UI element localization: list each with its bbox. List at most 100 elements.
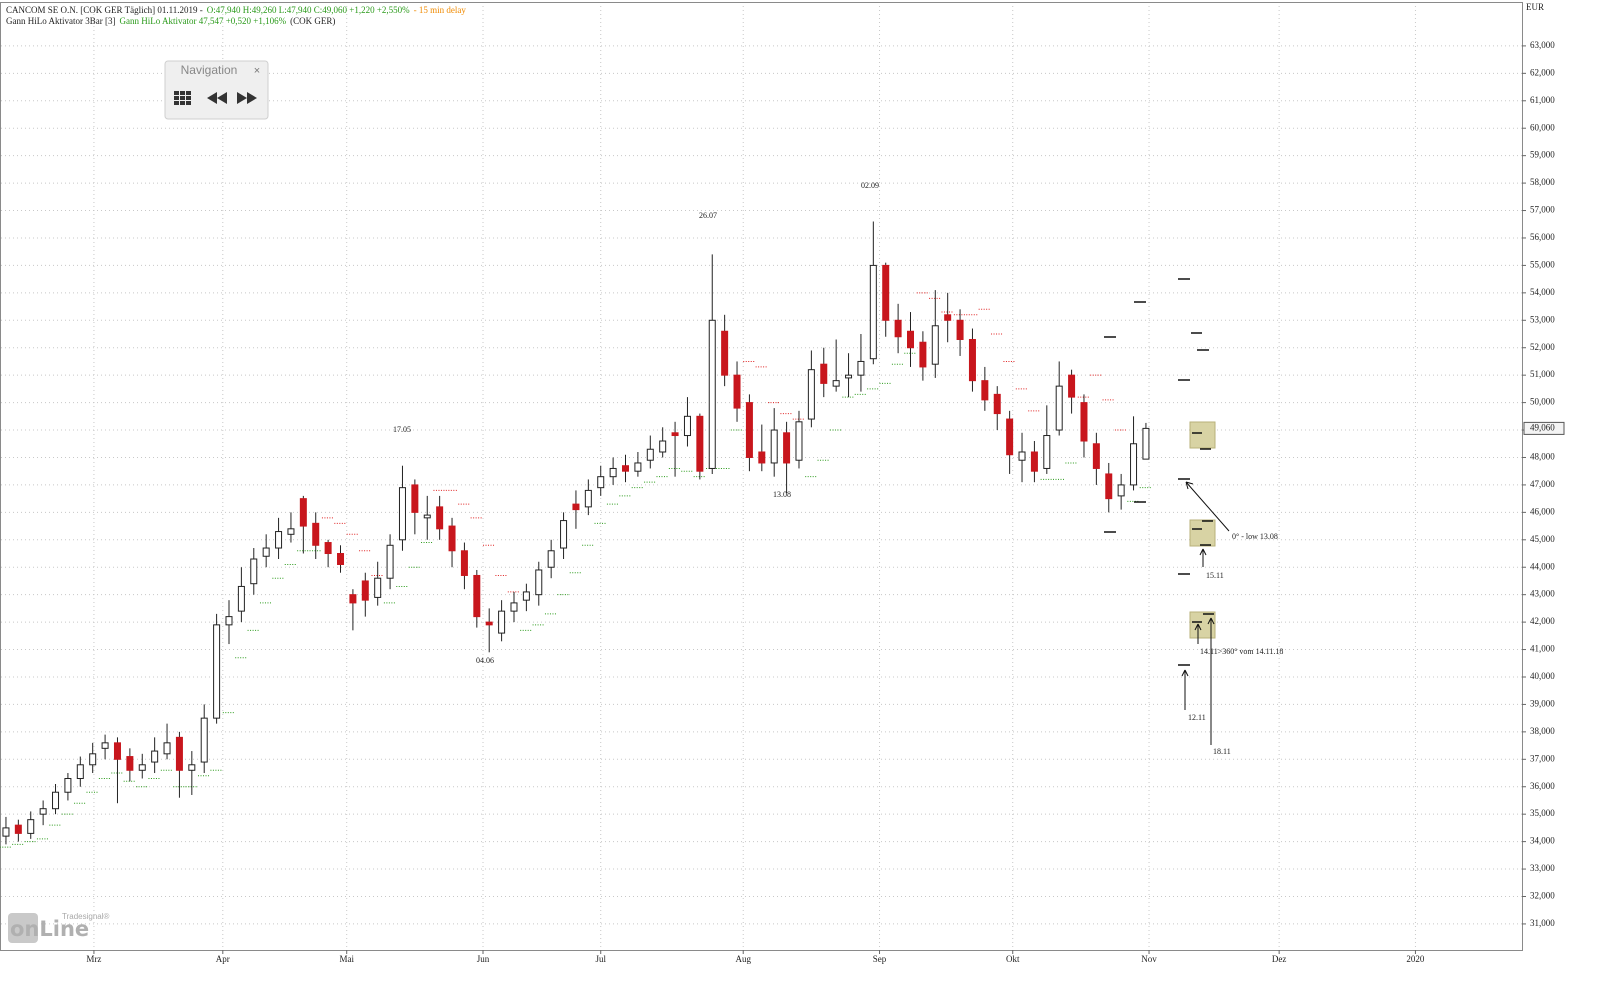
annotation: 17.05 bbox=[393, 425, 411, 434]
candle-body bbox=[89, 753, 97, 766]
candle-body bbox=[671, 432, 679, 437]
candle-body bbox=[287, 528, 295, 535]
y-tick-label: 39,000 bbox=[1530, 698, 1555, 708]
candle-body bbox=[423, 514, 431, 519]
candle-body bbox=[436, 506, 444, 530]
candle-body bbox=[584, 489, 592, 508]
candle-body bbox=[76, 764, 84, 780]
grid-button[interactable] bbox=[174, 91, 191, 105]
candle-body bbox=[944, 314, 952, 321]
candle-body bbox=[448, 525, 456, 552]
candle-body bbox=[349, 594, 357, 604]
y-tick-label: 59,000 bbox=[1530, 150, 1555, 160]
candle-body bbox=[374, 577, 382, 598]
candle-body bbox=[14, 824, 22, 834]
y-tick-label: 33,000 bbox=[1530, 863, 1555, 873]
candle-body bbox=[113, 742, 121, 760]
navigation-panel: Navigation × bbox=[164, 60, 269, 120]
candle-body bbox=[151, 750, 159, 763]
logo-product: onLine bbox=[10, 917, 89, 941]
candle-body bbox=[907, 330, 915, 349]
candle-body bbox=[882, 264, 890, 321]
y-tick-label: 63,000 bbox=[1530, 40, 1555, 50]
y-tick-label: 61,000 bbox=[1530, 95, 1555, 105]
annotation: 14.11>360° vom 14.11.18 bbox=[1200, 647, 1283, 656]
candle-body bbox=[572, 503, 580, 511]
y-tick-label: 40,000 bbox=[1530, 671, 1555, 681]
y-tick-label: 32,000 bbox=[1530, 891, 1555, 901]
delay: - 15 min delay bbox=[414, 5, 467, 15]
candle-body bbox=[721, 330, 729, 376]
annotation: 02.09 bbox=[861, 181, 879, 190]
candle-body bbox=[2, 827, 10, 837]
navigation-title: Navigation bbox=[181, 63, 238, 77]
annotation: 26.07 bbox=[699, 211, 717, 220]
candle-body bbox=[200, 717, 208, 763]
annotation: 18.11 bbox=[1213, 747, 1231, 756]
candle-body bbox=[1006, 418, 1014, 456]
y-tick-label: 44,000 bbox=[1530, 561, 1555, 571]
candle-body bbox=[262, 547, 270, 557]
y-tick-label: 52,000 bbox=[1530, 342, 1555, 352]
indicator-values: Gann HiLo Aktivator 47,547 +0,520 +1,106… bbox=[119, 16, 286, 26]
candle-body bbox=[956, 319, 964, 340]
candle-body bbox=[39, 808, 47, 815]
annotation: 15.11 bbox=[1206, 571, 1224, 580]
y-tick-label: 54,000 bbox=[1530, 287, 1555, 297]
annotation: 12.11 bbox=[1188, 713, 1206, 722]
back-button[interactable] bbox=[207, 92, 227, 104]
candle-body bbox=[250, 558, 258, 585]
x-tick-label: Jul bbox=[595, 954, 606, 964]
candle-body bbox=[498, 610, 506, 634]
candle-body bbox=[733, 374, 741, 409]
candle-body bbox=[138, 764, 146, 771]
candle-body bbox=[1142, 427, 1150, 460]
candle-body bbox=[213, 624, 221, 719]
candle-body bbox=[696, 415, 704, 472]
currency: EUR bbox=[1526, 2, 1544, 12]
candle-body bbox=[857, 360, 865, 376]
annotation: 0° - low 13.08 bbox=[1232, 532, 1278, 541]
candle-body bbox=[560, 520, 568, 549]
candle-body bbox=[1068, 374, 1076, 398]
candle-body bbox=[783, 432, 791, 464]
candle-body bbox=[547, 550, 555, 568]
y-tick-label: 50,000 bbox=[1530, 397, 1555, 407]
candle-body bbox=[398, 487, 406, 541]
candle-body bbox=[510, 602, 518, 612]
y-tick-label: 43,000 bbox=[1530, 589, 1555, 599]
last-price-box bbox=[1523, 421, 1565, 435]
candle-body bbox=[473, 574, 481, 618]
symbol: CANCOM SE O.N. [COK GER Täglich] 01.11.2… bbox=[6, 5, 203, 15]
header-line-2: Gann HiLo Aktivator 3Bar [3] Gann HiLo Ak… bbox=[6, 16, 335, 26]
close-button[interactable]: × bbox=[254, 65, 260, 77]
plot-border bbox=[0, 2, 1523, 951]
y-tick-label: 31,000 bbox=[1530, 918, 1555, 928]
arrows bbox=[1181, 481, 1230, 745]
forward-button[interactable] bbox=[237, 92, 257, 104]
candle-body bbox=[795, 421, 803, 461]
last-price-label: 49,060 bbox=[1530, 422, 1555, 432]
candle-body bbox=[1043, 435, 1051, 469]
x-tick-label: Apr bbox=[216, 954, 230, 964]
candle-body bbox=[931, 325, 939, 365]
candle-body bbox=[299, 498, 307, 527]
candle-body bbox=[845, 374, 853, 379]
candle-body bbox=[312, 522, 320, 546]
annotation: 13.08 bbox=[773, 490, 791, 499]
candle-body bbox=[52, 791, 60, 810]
y-tick-label: 48,000 bbox=[1530, 452, 1555, 462]
candle-body bbox=[981, 380, 989, 401]
candle-body bbox=[634, 462, 642, 472]
candle-body bbox=[894, 319, 902, 338]
y-tick-label: 62,000 bbox=[1530, 67, 1555, 77]
candle-body bbox=[646, 448, 654, 461]
candle-body bbox=[1092, 443, 1100, 469]
candle-body bbox=[64, 778, 72, 793]
ohlc: O:47,940 H:49,260 L:47,940 C:49,060 +1,2… bbox=[207, 5, 410, 15]
candle-body bbox=[968, 338, 976, 382]
y-tick-label: 38,000 bbox=[1530, 726, 1555, 736]
candle-body bbox=[758, 451, 766, 464]
y-tick-label: 51,000 bbox=[1530, 369, 1555, 379]
